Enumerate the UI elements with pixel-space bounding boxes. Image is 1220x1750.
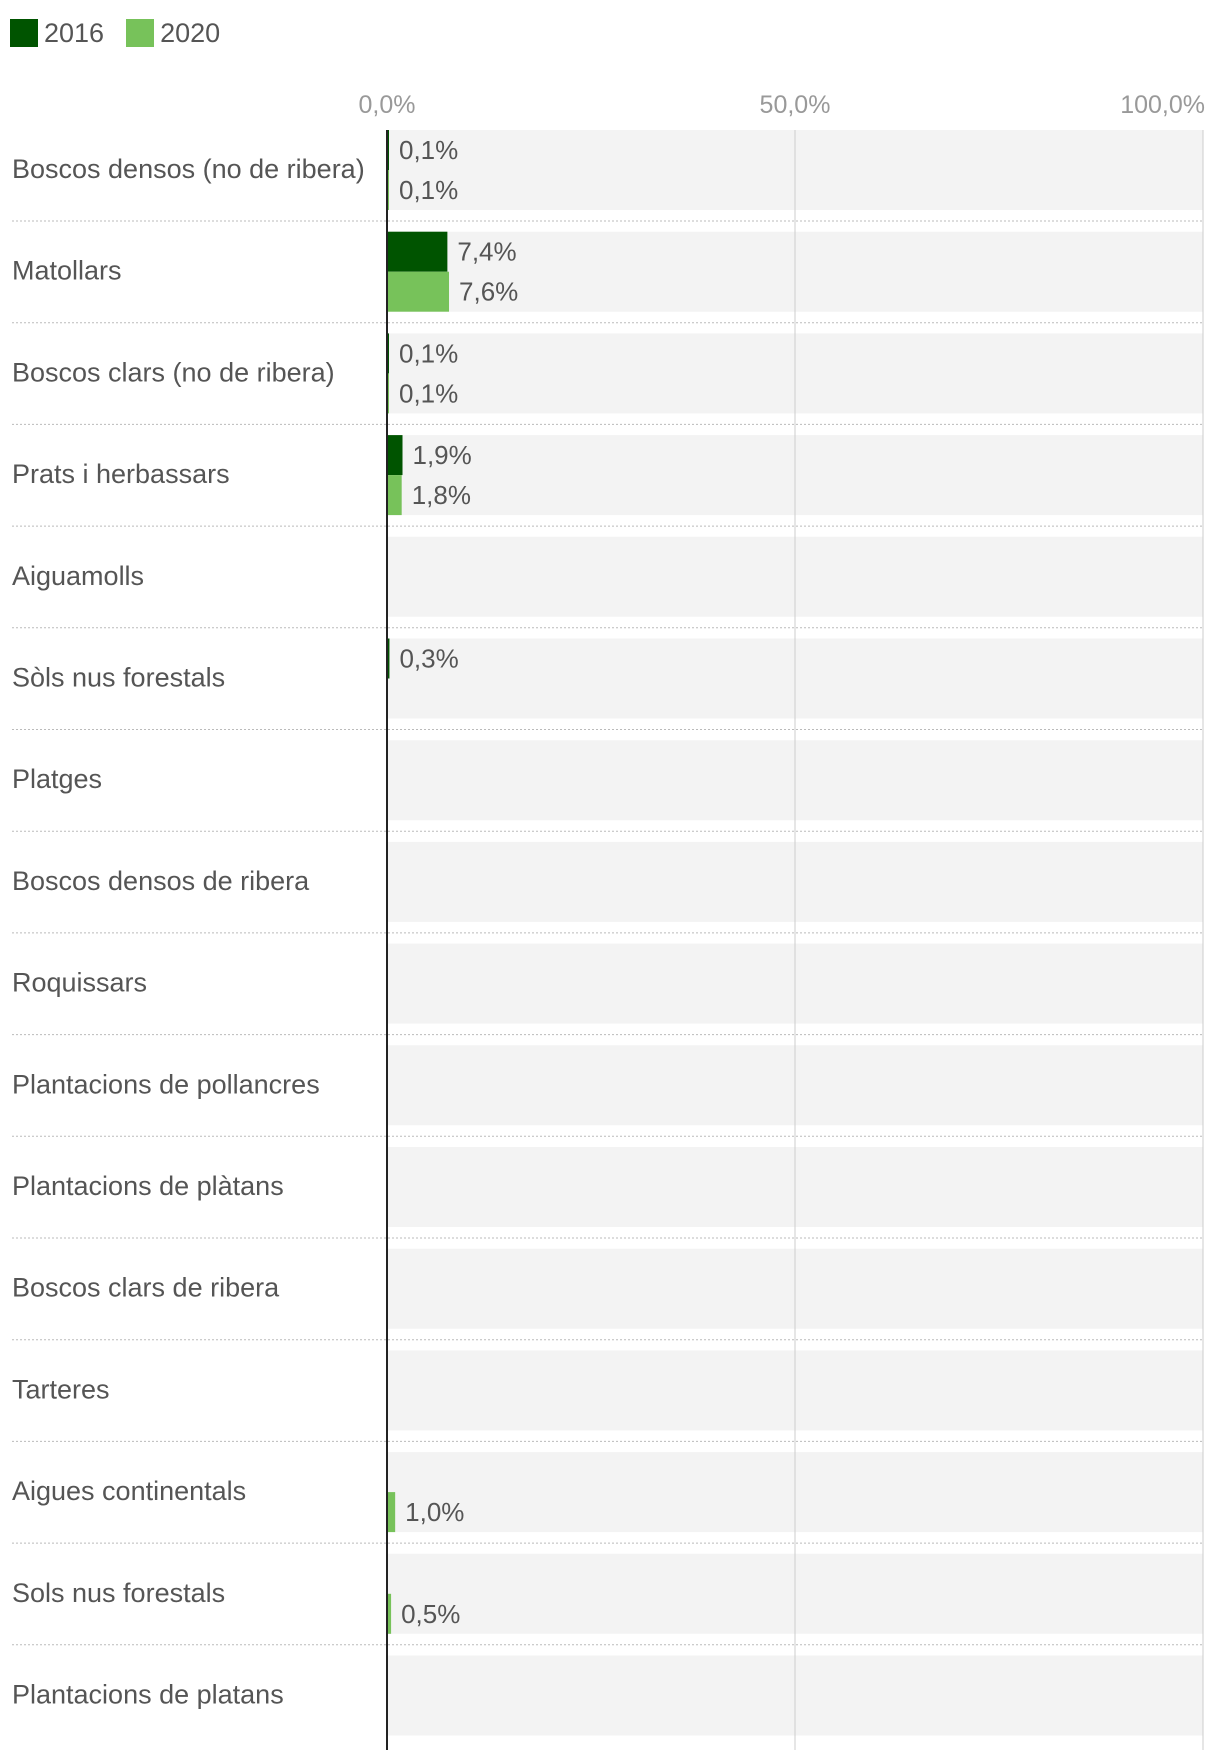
category-label: Boscos clars (no de ribera) [12, 357, 335, 387]
bar-2020[interactable] [387, 1593, 392, 1634]
value-label-2020: 7,6% [459, 277, 518, 307]
value-label-2016: 0,1% [399, 135, 458, 165]
tick-label: 50,0% [760, 91, 831, 119]
category-label: Aiguamolls [12, 561, 144, 591]
legend-label-2016: 2016 [44, 17, 105, 48]
value-label-2020: 1,0% [405, 1497, 464, 1527]
category-label: Matollars [12, 256, 122, 286]
legend-swatch-2020 [126, 19, 155, 47]
category-label: Aigues continentals [12, 1476, 246, 1506]
category-label: Plantacions de pollancres [12, 1069, 320, 1099]
category-label: Sòls nus forestals [12, 663, 225, 693]
category-label: Boscos densos de ribera [12, 866, 310, 896]
bar-2020[interactable] [387, 475, 402, 516]
value-label-2016: 7,4% [457, 237, 516, 267]
category-label: Roquissars [12, 968, 147, 998]
legend-item-2020[interactable]: 2020 [126, 18, 220, 49]
category-label: Plantacions de plàtans [12, 1171, 284, 1201]
bar-2020[interactable] [387, 271, 450, 312]
legend-swatch-2016 [10, 19, 38, 47]
category-label: Boscos clars de ribera [12, 1273, 280, 1303]
category-label: Platges [12, 764, 102, 794]
bar-2016[interactable] [387, 638, 390, 679]
bar-2020[interactable] [387, 1492, 396, 1533]
tick-label: 0,0% [359, 91, 416, 119]
value-label-2020: 0,5% [401, 1599, 460, 1629]
category-label: Prats i herbassars [12, 459, 230, 489]
tick-label: 100,0% [1120, 91, 1205, 119]
value-label-2020: 0,1% [399, 378, 458, 408]
value-label-2020: 1,8% [412, 480, 471, 510]
value-label-2016: 0,3% [399, 644, 458, 674]
value-label-2020: 0,1% [399, 175, 458, 205]
bar-2016[interactable] [387, 435, 403, 476]
value-label-2016: 0,1% [399, 338, 458, 368]
legend-label-2020: 2020 [160, 17, 221, 48]
legend-item-2016[interactable]: 2016 [10, 18, 104, 49]
legend: 2016 2020 [10, 18, 242, 48]
category-label: Tarteres [12, 1374, 110, 1404]
category-label: Boscos densos (no de ribera) [12, 154, 365, 184]
bar-2016[interactable] [387, 231, 448, 272]
category-label: Sols nus forestals [12, 1578, 225, 1608]
category-label: Plantacions de platans [12, 1680, 284, 1710]
value-label-2016: 1,9% [413, 440, 472, 470]
